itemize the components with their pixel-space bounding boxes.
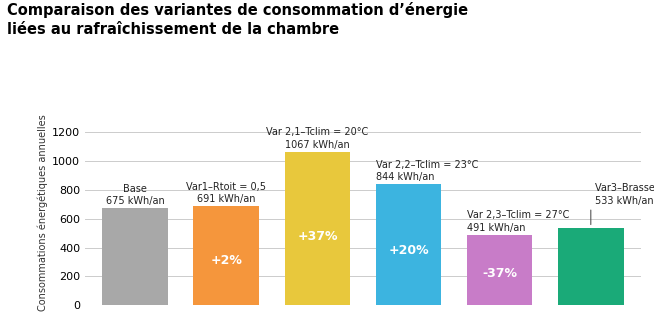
Bar xyxy=(376,184,441,305)
Bar xyxy=(194,206,259,305)
Bar xyxy=(284,152,350,305)
Text: +2%: +2% xyxy=(211,254,242,267)
Text: Var3–Brasseur d’air + clim
533 kWh/an: Var3–Brasseur d’air + clim 533 kWh/an xyxy=(595,183,654,205)
Text: Var 2,1–Tclim = 20°C
1067 kWh/an: Var 2,1–Tclim = 20°C 1067 kWh/an xyxy=(266,128,369,150)
Text: +20%: +20% xyxy=(388,244,429,257)
Text: +37%: +37% xyxy=(297,230,337,243)
Bar xyxy=(558,228,624,305)
Bar xyxy=(102,208,168,305)
Text: Var1–Rtoit = 0,5
691 kWh/an: Var1–Rtoit = 0,5 691 kWh/an xyxy=(186,182,266,204)
Text: Var 2,2–Tclim = 23°C
844 kWh/an: Var 2,2–Tclim = 23°C 844 kWh/an xyxy=(376,160,478,182)
Bar xyxy=(467,235,532,305)
Text: -37%: -37% xyxy=(482,267,517,280)
Y-axis label: Consommations énergétiques annuelles: Consommations énergétiques annuelles xyxy=(37,115,48,311)
Text: Base
675 kWh/an: Base 675 kWh/an xyxy=(106,184,165,206)
Text: Var 2,3–Tclim = 27°C
491 kWh/an: Var 2,3–Tclim = 27°C 491 kWh/an xyxy=(467,211,569,233)
Text: Comparaison des variantes de consommation d’énergie
liées au rafraîchissement de: Comparaison des variantes de consommatio… xyxy=(7,2,468,37)
